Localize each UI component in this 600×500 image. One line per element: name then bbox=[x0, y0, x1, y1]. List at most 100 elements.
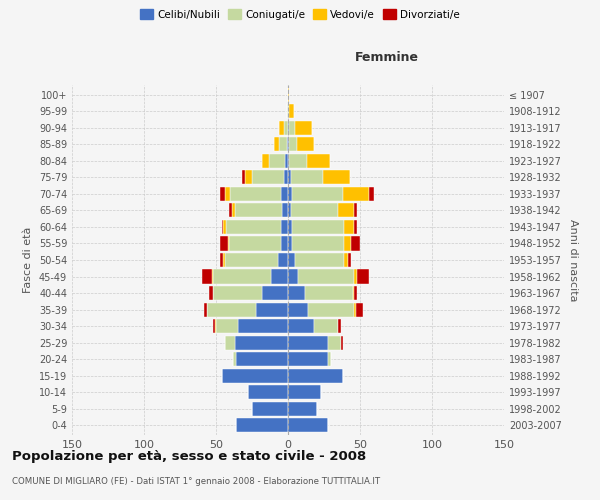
Bar bbox=[296, 138, 314, 151]
Bar bbox=[269, 154, 285, 168]
Bar bbox=[307, 154, 330, 168]
Bar bbox=[298, 270, 354, 283]
Bar bbox=[338, 204, 354, 218]
Bar bbox=[288, 138, 289, 151]
Bar bbox=[288, 402, 317, 415]
Bar bbox=[328, 352, 331, 366]
Bar bbox=[289, 138, 296, 151]
Bar bbox=[278, 253, 288, 267]
Bar bbox=[229, 236, 281, 250]
Bar bbox=[344, 236, 352, 250]
Bar bbox=[209, 286, 213, 300]
Bar bbox=[236, 418, 288, 432]
Bar bbox=[288, 270, 298, 283]
Bar bbox=[216, 319, 238, 333]
Bar bbox=[284, 121, 288, 135]
Bar bbox=[235, 336, 288, 349]
Bar bbox=[213, 270, 271, 283]
Bar bbox=[354, 220, 357, 234]
Bar bbox=[208, 302, 256, 316]
Text: Femmine: Femmine bbox=[355, 51, 419, 64]
Bar bbox=[288, 220, 292, 234]
Bar bbox=[328, 336, 341, 349]
Text: Popolazione per età, sesso e stato civile - 2008: Popolazione per età, sesso e stato civil… bbox=[12, 450, 366, 463]
Bar bbox=[288, 104, 289, 118]
Bar bbox=[222, 368, 288, 382]
Legend: Celibi/Nubili, Coniugati/e, Vedovi/e, Divorziati/e: Celibi/Nubili, Coniugati/e, Vedovi/e, Di… bbox=[136, 5, 464, 24]
Bar bbox=[280, 121, 284, 135]
Bar bbox=[248, 385, 288, 399]
Bar bbox=[212, 270, 213, 283]
Bar bbox=[353, 286, 354, 300]
Bar bbox=[285, 154, 288, 168]
Bar bbox=[287, 104, 288, 118]
Bar bbox=[314, 319, 338, 333]
Bar bbox=[341, 336, 343, 349]
Bar bbox=[354, 286, 357, 300]
Bar bbox=[289, 121, 295, 135]
Bar bbox=[354, 204, 357, 218]
Bar bbox=[280, 138, 287, 151]
Bar bbox=[232, 204, 235, 218]
Bar bbox=[291, 170, 323, 184]
Bar bbox=[288, 88, 289, 102]
Bar bbox=[233, 352, 236, 366]
Bar bbox=[288, 286, 305, 300]
Bar bbox=[287, 138, 288, 151]
Bar bbox=[288, 368, 343, 382]
Y-axis label: Fasce di età: Fasce di età bbox=[23, 227, 33, 293]
Bar bbox=[262, 154, 269, 168]
Bar bbox=[213, 319, 215, 333]
Bar bbox=[288, 302, 308, 316]
Bar bbox=[227, 236, 229, 250]
Bar bbox=[288, 170, 291, 184]
Bar bbox=[252, 402, 288, 415]
Bar bbox=[288, 154, 289, 168]
Bar bbox=[289, 104, 294, 118]
Bar bbox=[292, 220, 344, 234]
Bar bbox=[323, 170, 350, 184]
Bar bbox=[230, 187, 281, 201]
Bar bbox=[295, 121, 313, 135]
Bar bbox=[305, 286, 353, 300]
Bar bbox=[229, 204, 232, 218]
Bar bbox=[344, 220, 354, 234]
Bar bbox=[236, 352, 288, 366]
Bar bbox=[288, 121, 289, 135]
Bar bbox=[281, 220, 288, 234]
Bar bbox=[288, 418, 328, 432]
Bar bbox=[224, 336, 235, 349]
Bar bbox=[220, 236, 227, 250]
Bar bbox=[205, 302, 208, 316]
Bar bbox=[245, 170, 252, 184]
Bar bbox=[288, 352, 328, 366]
Bar bbox=[288, 204, 291, 218]
Bar bbox=[344, 253, 349, 267]
Bar bbox=[224, 253, 278, 267]
Bar bbox=[222, 220, 223, 234]
Bar bbox=[288, 385, 321, 399]
Text: COMUNE DI MIGLIARO (FE) - Dati ISTAT 1° gennaio 2008 - Elaborazione TUTTITALIA.I: COMUNE DI MIGLIARO (FE) - Dati ISTAT 1° … bbox=[12, 478, 380, 486]
Bar bbox=[288, 236, 292, 250]
Bar bbox=[262, 286, 288, 300]
Bar bbox=[202, 270, 212, 283]
Bar bbox=[224, 187, 230, 201]
Bar bbox=[235, 204, 282, 218]
Bar bbox=[242, 170, 245, 184]
Bar bbox=[223, 253, 224, 267]
Bar bbox=[295, 253, 344, 267]
Bar bbox=[220, 187, 224, 201]
Bar bbox=[213, 286, 262, 300]
Bar bbox=[223, 220, 226, 234]
Bar bbox=[252, 170, 284, 184]
Bar bbox=[343, 187, 368, 201]
Bar bbox=[352, 236, 360, 250]
Bar bbox=[368, 187, 374, 201]
Bar bbox=[338, 319, 341, 333]
Bar bbox=[220, 253, 223, 267]
Bar bbox=[256, 302, 288, 316]
Y-axis label: Anni di nascita: Anni di nascita bbox=[568, 218, 578, 301]
Bar bbox=[288, 253, 295, 267]
Bar bbox=[215, 319, 216, 333]
Bar bbox=[282, 204, 288, 218]
